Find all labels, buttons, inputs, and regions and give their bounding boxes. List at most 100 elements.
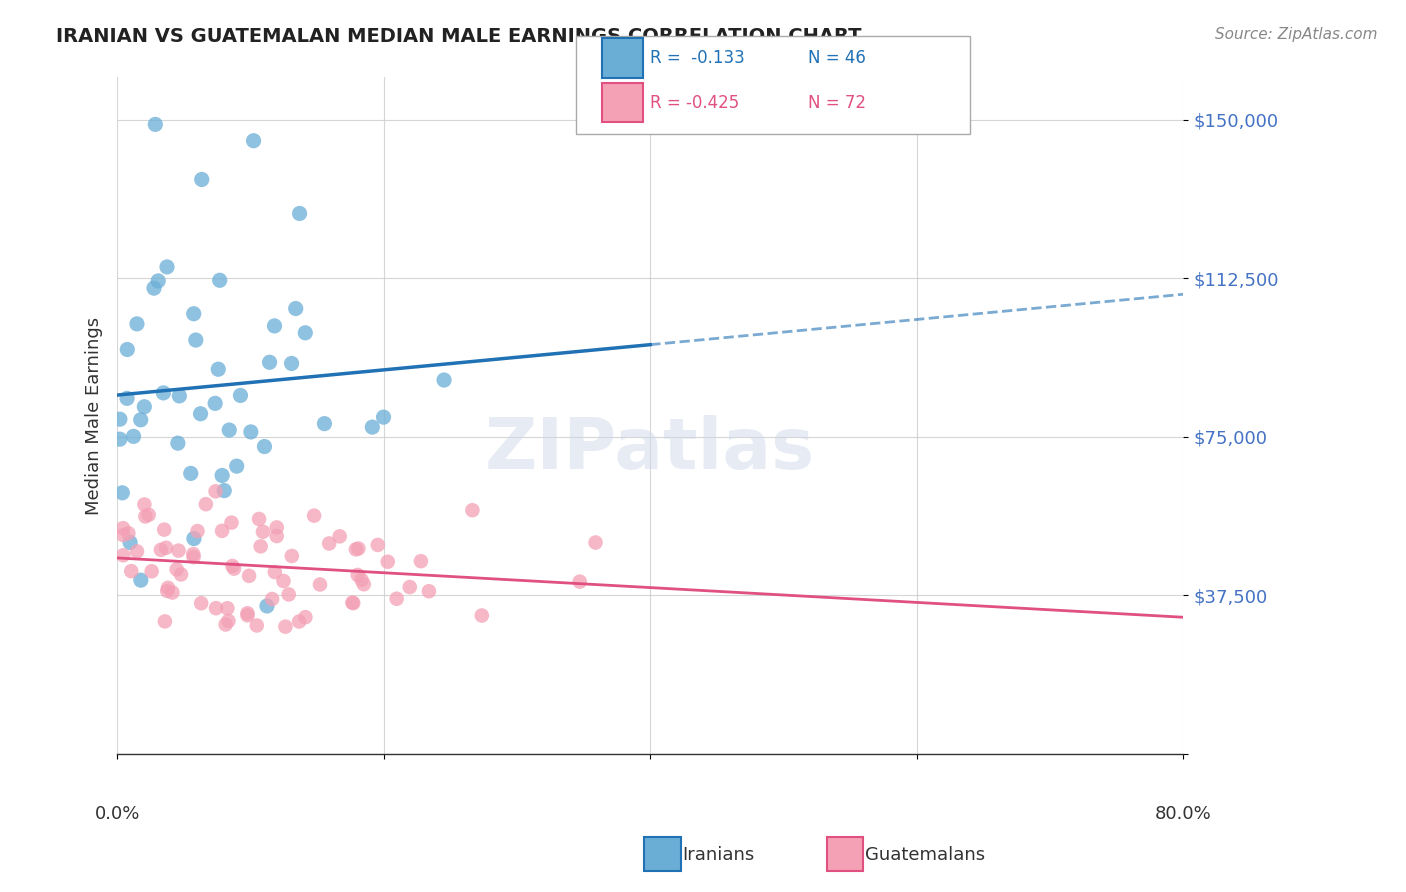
Point — [205, 601, 228, 615]
Point — [418, 584, 440, 599]
Point — [167, 543, 190, 558]
Point — [284, 301, 307, 316]
Point — [117, 526, 139, 541]
Point — [385, 591, 408, 606]
Point — [262, 592, 284, 607]
Point — [253, 440, 276, 454]
Point — [263, 565, 285, 579]
Point — [134, 400, 156, 414]
Point — [111, 485, 134, 500]
Point — [218, 423, 240, 437]
Point — [266, 520, 288, 534]
Point — [236, 608, 259, 623]
Point — [217, 601, 239, 615]
Point — [138, 508, 160, 522]
Point — [156, 260, 179, 274]
Y-axis label: Median Male Earnings: Median Male Earnings — [86, 317, 103, 515]
Point — [350, 573, 373, 587]
Point — [162, 585, 184, 599]
Text: 80.0%: 80.0% — [1154, 805, 1212, 822]
Point — [353, 577, 375, 591]
Point — [112, 528, 135, 542]
Point — [194, 497, 217, 511]
Point — [125, 544, 148, 558]
Point — [294, 326, 316, 340]
Point — [156, 584, 179, 599]
Point — [568, 574, 591, 589]
Point — [120, 564, 142, 578]
Point — [329, 529, 352, 543]
Point — [212, 483, 235, 498]
Point — [183, 307, 205, 321]
Point — [585, 535, 607, 549]
Point — [117, 343, 139, 357]
Point — [246, 618, 269, 632]
Text: N = 46: N = 46 — [808, 49, 866, 67]
Point — [398, 580, 420, 594]
Point — [129, 573, 152, 587]
Point — [302, 508, 325, 523]
Point — [112, 549, 135, 563]
Point — [288, 615, 311, 629]
Point — [112, 521, 135, 535]
Point — [222, 561, 245, 575]
Point — [157, 581, 180, 595]
Point — [134, 509, 156, 524]
Point — [141, 564, 163, 578]
Point — [259, 355, 281, 369]
Point — [204, 484, 226, 499]
Point — [166, 562, 188, 576]
Point — [314, 417, 336, 431]
Point — [280, 356, 302, 370]
Point — [273, 574, 295, 588]
Point — [342, 596, 364, 610]
Point — [153, 523, 176, 537]
Point — [266, 529, 288, 543]
Point — [238, 569, 260, 583]
Point — [344, 542, 367, 557]
Point — [361, 420, 384, 434]
Point — [252, 524, 274, 539]
Point — [143, 117, 166, 131]
Point — [152, 385, 174, 400]
Point — [181, 547, 204, 561]
Point — [120, 535, 142, 549]
Point — [225, 459, 247, 474]
Point — [207, 362, 229, 376]
Point — [461, 503, 484, 517]
Point — [221, 516, 243, 530]
Point — [274, 620, 297, 634]
Point — [346, 568, 368, 582]
Point — [263, 318, 285, 333]
Point — [190, 172, 212, 186]
Point — [122, 429, 145, 443]
Point — [347, 541, 370, 556]
Point — [108, 432, 131, 446]
Point — [229, 388, 252, 402]
Point — [125, 317, 148, 331]
Point — [242, 134, 264, 148]
Point — [149, 542, 172, 557]
Point — [247, 512, 270, 526]
Point — [217, 614, 239, 628]
Point — [190, 596, 212, 610]
Point — [249, 539, 271, 553]
Point — [281, 549, 304, 563]
Point — [155, 541, 177, 555]
Point — [115, 392, 138, 406]
Point — [211, 468, 233, 483]
Point — [294, 610, 316, 624]
Point — [211, 524, 233, 538]
Point — [471, 608, 494, 623]
Text: R =  -0.133: R = -0.133 — [650, 49, 744, 67]
Point — [134, 498, 156, 512]
Point — [169, 389, 191, 403]
Text: IRANIAN VS GUATEMALAN MEDIAN MALE EARNINGS CORRELATION CHART: IRANIAN VS GUATEMALAN MEDIAN MALE EARNIN… — [56, 27, 862, 45]
Point — [208, 273, 231, 287]
Point — [153, 615, 176, 629]
Point — [277, 587, 299, 601]
Point — [373, 410, 395, 425]
Point — [367, 538, 389, 552]
Point — [148, 274, 170, 288]
Point — [143, 281, 166, 295]
